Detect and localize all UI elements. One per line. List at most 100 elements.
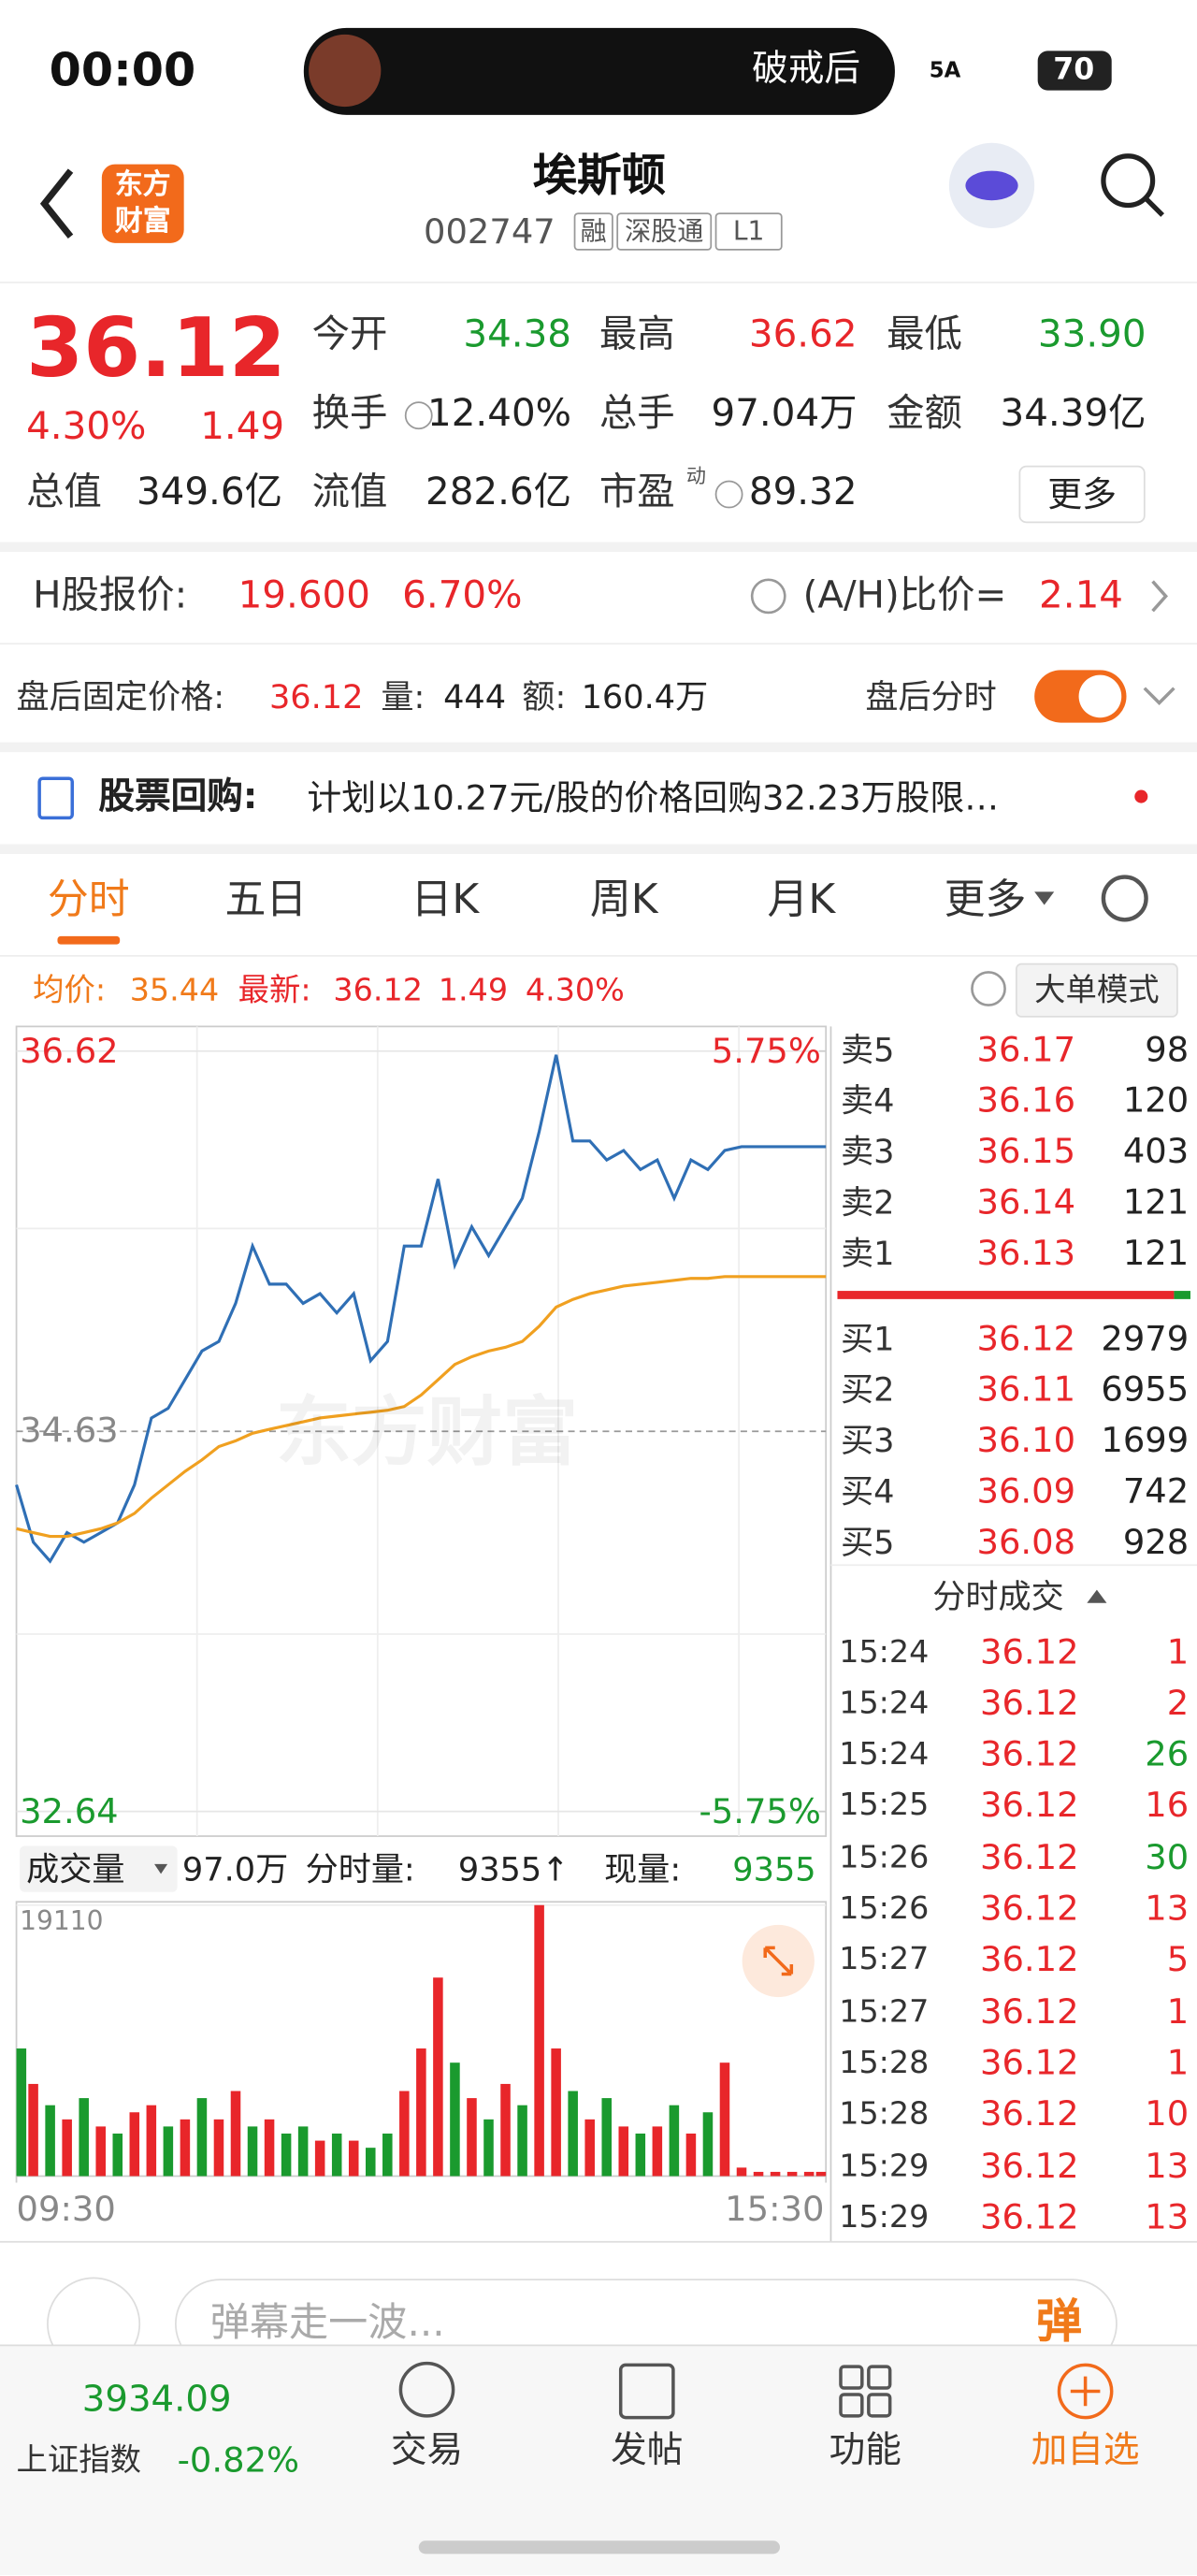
book-price: 36.13 [976, 1232, 1076, 1272]
trade-volume: 2 [1166, 1683, 1190, 1723]
trade-price: 36.12 [980, 1940, 1079, 1980]
expand-icon [763, 1946, 794, 1976]
mode-label[interactable]: 大单模式 [1034, 971, 1160, 1008]
book-volume: 403 [1122, 1130, 1190, 1171]
unread-dot [1134, 789, 1148, 803]
volume-bar [601, 2098, 613, 2177]
tab[interactable]: 五日 [224, 874, 308, 922]
volume-bar [551, 2048, 561, 2177]
trade-time: 15:26 [839, 1838, 930, 1875]
tag-box [573, 212, 613, 251]
volume-bar [433, 1977, 443, 2177]
trade-volume: 13 [1145, 2145, 1190, 2186]
field-value: 349.6亿 [136, 470, 283, 514]
book-price: 36.17 [976, 1029, 1076, 1069]
field-value: 97.04万 [711, 391, 858, 435]
chevron[interactable] [1143, 687, 1175, 705]
info-icon [404, 401, 433, 430]
now-vol-label: 现量: [604, 1849, 682, 1889]
volume-bar [129, 2112, 140, 2177]
comment-placeholder[interactable]: 弹幕走一波... [209, 2299, 445, 2346]
settings-button[interactable] [1101, 875, 1148, 922]
h-label: H股报价: [33, 573, 188, 617]
minute-vol: 9355↑ [457, 1849, 570, 1889]
book-volume: 120 [1122, 1079, 1190, 1120]
status-notice: 破戒后 [752, 49, 861, 91]
volume-label[interactable]: 成交量 [26, 1849, 125, 1889]
volume-bar [146, 2105, 157, 2177]
field-value: 89.32 [748, 470, 858, 514]
ah-vol: 444 [443, 676, 507, 716]
price-line [15, 1054, 827, 1564]
help-icon[interactable] [971, 971, 1006, 1006]
field-label: 换手 [311, 391, 388, 435]
trade-time: 15:29 [839, 2147, 930, 2184]
volume-bar [213, 2119, 224, 2177]
ah-amt-label: 额: [522, 676, 567, 716]
add-icon [1057, 2363, 1114, 2420]
tab[interactable]: 月K [767, 874, 836, 922]
nav-item[interactable]: 加自选 [1031, 2430, 1140, 2472]
trade-volume: 1 [1166, 1631, 1190, 1672]
book-volume: 2979 [1101, 1318, 1190, 1358]
tab[interactable]: 分时 [47, 874, 130, 922]
tab-underline [57, 935, 121, 945]
tab[interactable]: 周K [589, 874, 658, 922]
trade-time: 15:24 [839, 1685, 930, 1721]
nav-item[interactable]: 交易 [390, 2430, 464, 2472]
trade-time: 15:26 [839, 1889, 930, 1927]
more-button-label[interactable]: 更多 [1047, 473, 1117, 514]
volume-bar [753, 2171, 764, 2177]
trade-volume: 16 [1145, 1786, 1190, 1826]
notice-icon [37, 776, 75, 820]
avg-value: 35.44 [129, 971, 220, 1008]
help-icon[interactable] [750, 578, 786, 615]
h-change: 6.70% [402, 573, 523, 617]
trade-time: 15:28 [839, 2095, 930, 2133]
book-price: 36.12 [976, 1318, 1076, 1358]
bottom-nav-bg [0, 2345, 1197, 2576]
y-tick-label: 32.64 [20, 1790, 119, 1831]
ah-price: 36.12 [268, 676, 364, 716]
tab[interactable]: 日K [411, 874, 480, 922]
volume-bar [450, 2062, 460, 2177]
trade-time: 15:27 [839, 1941, 930, 1978]
post-icon [618, 2363, 675, 2420]
y2-tick-label: 5.75% [711, 1030, 821, 1070]
x-tick-label: 09:30 [16, 2188, 116, 2228]
index-value: 3934.09 [81, 2380, 232, 2422]
volume-bar [95, 2126, 106, 2177]
book-level: 卖2 [840, 1182, 895, 1223]
comment-button[interactable]: 弹 [1035, 2294, 1083, 2349]
volume-bar [534, 1904, 544, 2177]
field-value: 33.90 [1037, 312, 1147, 356]
trade-volume: 30 [1145, 1837, 1190, 1877]
book-price: 36.09 [976, 1470, 1076, 1511]
change: 1.49 [200, 404, 285, 448]
volume-bar [702, 2112, 714, 2177]
book-level: 卖3 [840, 1131, 895, 1171]
status-time: 00:00 [49, 42, 196, 97]
tab[interactable]: 更多 [944, 874, 1027, 922]
nav-item[interactable]: 发帖 [611, 2430, 684, 2472]
book-level: 卖1 [840, 1233, 895, 1273]
trade-volume: 13 [1145, 2196, 1190, 2237]
trade-price: 36.12 [980, 2094, 1079, 2135]
nav-item[interactable]: 功能 [829, 2430, 901, 2472]
trade-price: 36.12 [980, 2145, 1079, 2186]
volume-bar [196, 2098, 208, 2177]
search-button[interactable] [1101, 153, 1156, 209]
function-icon [867, 2393, 892, 2418]
mode-button[interactable] [1015, 962, 1178, 1018]
notice-thumb [309, 34, 382, 108]
function-icon [867, 2365, 892, 2390]
volume-bar [719, 2062, 730, 2177]
battery [1037, 51, 1112, 91]
ah-label: 盘后固定价格: [16, 676, 225, 716]
volume-selector[interactable] [20, 1845, 178, 1892]
trade-volume: 13 [1145, 1889, 1190, 1929]
index-change: -0.82% [177, 2439, 300, 2480]
back-button[interactable] [39, 168, 74, 239]
more-button[interactable] [1018, 465, 1146, 524]
book-balance-ask [1174, 1291, 1190, 1299]
